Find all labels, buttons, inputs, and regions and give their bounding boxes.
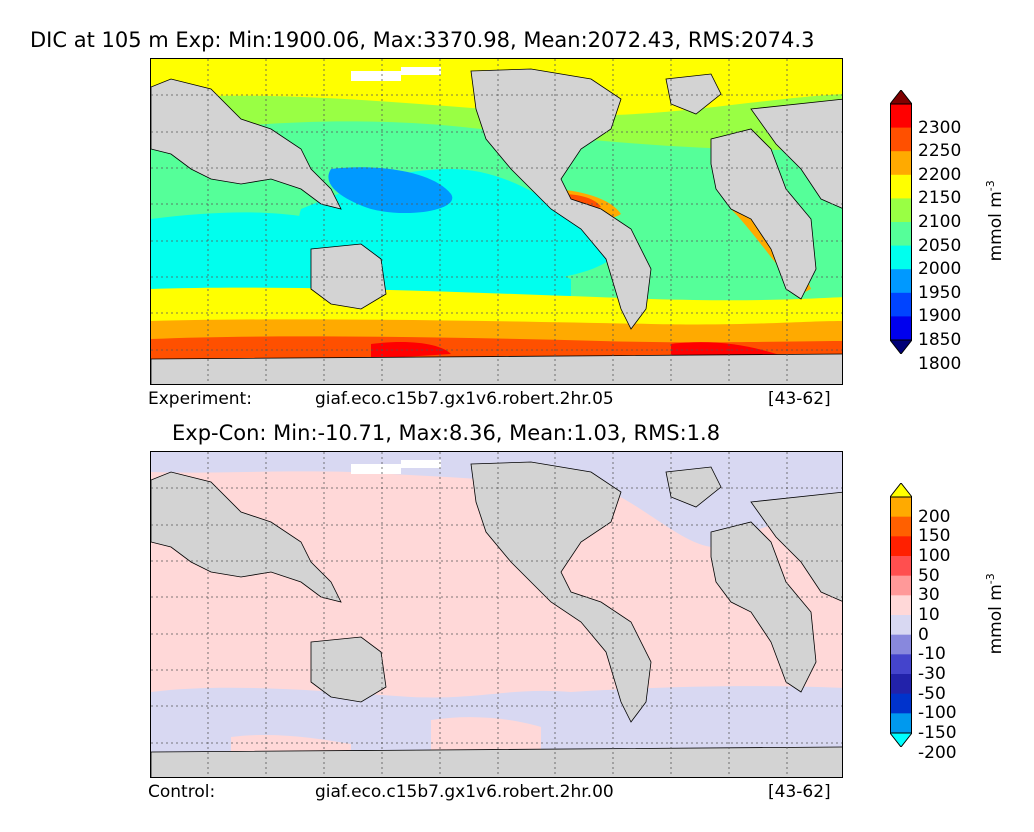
- top-colorbar-segment: [890, 245, 912, 270]
- bottom-colorbar-segment: [890, 654, 912, 675]
- bottom-colorbar-frame: [890, 496, 912, 734]
- top-colorbar-tick-label: 2050: [918, 235, 962, 256]
- top-colorbar-tick-label: 2150: [918, 188, 962, 209]
- top-colorbar-tick-label: 2250: [918, 141, 962, 162]
- bottom-colorbar-segment: [890, 536, 912, 557]
- bottom-colorbar-svg: [888, 482, 914, 748]
- top-footer-years: [43-62]: [768, 389, 831, 409]
- bottom-colorbar-tick-label: 100: [918, 546, 951, 566]
- bottom-colorbar-tick-label: -50: [918, 683, 946, 704]
- top-colorbar-segment: [890, 198, 912, 223]
- top-colorbar-tick-label: 2300: [918, 117, 962, 138]
- bottom-colorbar-segment: [890, 693, 912, 714]
- bottom-colorbar-tick-label: -200: [918, 742, 957, 763]
- top-colorbar-unit: mmol m-3: [984, 180, 1006, 262]
- top-colorbar-frame: [890, 103, 912, 341]
- bottom-footer-case: giaf.eco.c15b7.gx1v6.robert.2hr.00: [315, 782, 614, 802]
- bottom-colorbar-tick-label: 50: [918, 565, 940, 586]
- top-colorbar-tick-label: 2100: [918, 212, 962, 232]
- bottom-colorbar-segment: [890, 595, 912, 616]
- bottom-footer-years: [43-62]: [768, 782, 831, 802]
- bottom-colorbar-extend-min: [888, 732, 914, 748]
- top-colorbar-segment: [890, 269, 912, 294]
- bottom-colorbar-segment: [890, 713, 912, 734]
- top-footer-label: Experiment:: [148, 389, 252, 409]
- bottom-colorbar-tick-label: 10: [918, 605, 940, 625]
- top-colorbar-tick-label: 1900: [918, 306, 962, 327]
- top-colorbar: [888, 89, 914, 355]
- top-colorbar-tick-label: 1950: [918, 282, 962, 303]
- bottom-map-panel: [150, 451, 843, 778]
- top-footer-case: giaf.eco.c15b7.gx1v6.robert.2hr.05: [315, 389, 614, 409]
- bottom-colorbar-unit: mmol m-3: [984, 573, 1006, 655]
- top-colorbar-tick-label: 1800: [918, 353, 962, 374]
- bottom-colorbar: [888, 482, 914, 748]
- bottom-colorbar-segment: [890, 556, 912, 577]
- bottom-footer-label: Control:: [148, 782, 216, 802]
- top-colorbar-svg: [888, 89, 914, 355]
- top-map-svg: [151, 59, 842, 384]
- bottom-colorbar-tick-label: 30: [918, 585, 940, 606]
- top-colorbar-extend-max: [888, 89, 914, 105]
- top-colorbar-segment: [890, 316, 912, 341]
- top-colorbar-tick-label: 2200: [918, 164, 962, 185]
- bottom-colorbar-tick-label: -150: [918, 723, 957, 743]
- bottom-colorbar-tick-label: 200: [918, 506, 951, 527]
- bottom-colorbar-tick-label: 0: [918, 624, 929, 645]
- bottom-colorbar-tick-label: -100: [918, 703, 957, 724]
- top-colorbar-segment: [890, 127, 912, 152]
- bottom-colorbar-tick-label: -30: [918, 664, 946, 684]
- top-colorbar-tick-label: 2000: [918, 259, 962, 280]
- bottom-colorbar-segment: [890, 497, 912, 518]
- bottom-colorbar-segment: [890, 615, 912, 636]
- top-colorbar-segment: [890, 292, 912, 317]
- top-colorbar-segment: [890, 174, 912, 199]
- top-map-panel: [150, 58, 843, 385]
- bottom-colorbar-segment: [890, 575, 912, 596]
- bottom-colorbar-tick-label: 150: [918, 526, 951, 547]
- bottom-colorbar-segment: [890, 674, 912, 695]
- top-colorbar-tick-label: 1850: [918, 330, 962, 350]
- top-colorbar-segment: [890, 151, 912, 176]
- top-colorbar-extend-min: [888, 339, 914, 355]
- bottom-map-svg: [151, 452, 842, 777]
- bottom-colorbar-tick-label: -10: [918, 644, 946, 665]
- top-colorbar-segment: [890, 104, 912, 129]
- bottom-colorbar-segment: [890, 516, 912, 537]
- bottom-map-title: Exp-Con: Min:-10.71, Max:8.36, Mean:1.03…: [172, 421, 721, 445]
- top-map-title: DIC at 105 m Exp: Min:1900.06, Max:3370.…: [30, 28, 815, 52]
- top-colorbar-segment: [890, 222, 912, 247]
- bottom-colorbar-extend-max: [888, 482, 914, 498]
- bottom-colorbar-segment: [890, 634, 912, 655]
